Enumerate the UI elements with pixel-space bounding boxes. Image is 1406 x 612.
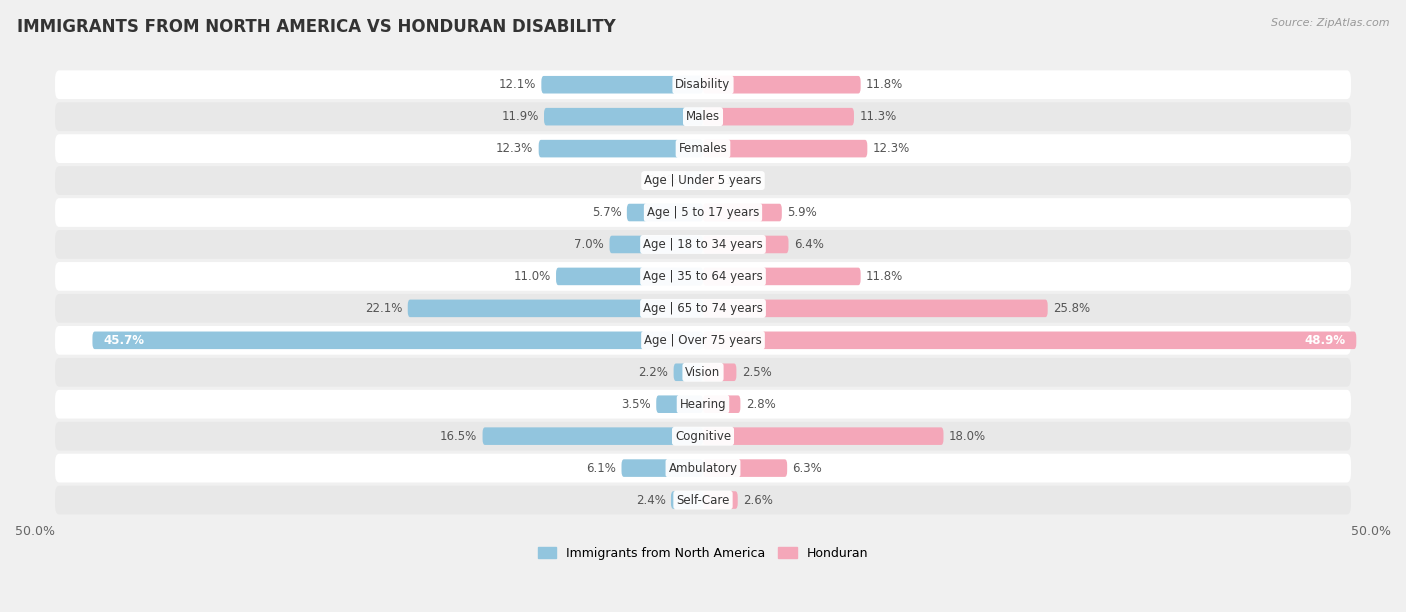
FancyBboxPatch shape: [55, 102, 1351, 131]
FancyBboxPatch shape: [703, 364, 737, 381]
Text: 12.3%: 12.3%: [496, 142, 533, 155]
FancyBboxPatch shape: [541, 76, 703, 94]
Text: Hearing: Hearing: [679, 398, 727, 411]
Text: Age | Over 75 years: Age | Over 75 years: [644, 334, 762, 347]
Text: Age | 35 to 64 years: Age | 35 to 64 years: [643, 270, 763, 283]
Text: 7.0%: 7.0%: [575, 238, 605, 251]
Text: 16.5%: 16.5%: [440, 430, 477, 442]
Text: 18.0%: 18.0%: [949, 430, 986, 442]
Text: 6.3%: 6.3%: [793, 461, 823, 474]
Text: 2.5%: 2.5%: [742, 366, 772, 379]
FancyBboxPatch shape: [703, 172, 718, 189]
Text: Vision: Vision: [685, 366, 721, 379]
FancyBboxPatch shape: [703, 395, 741, 413]
FancyBboxPatch shape: [55, 453, 1351, 482]
Text: 11.0%: 11.0%: [513, 270, 551, 283]
Text: 11.9%: 11.9%: [502, 110, 538, 123]
FancyBboxPatch shape: [555, 267, 703, 285]
Text: Females: Females: [679, 142, 727, 155]
FancyBboxPatch shape: [703, 76, 860, 94]
FancyBboxPatch shape: [627, 204, 703, 222]
FancyBboxPatch shape: [685, 172, 703, 189]
Text: 12.3%: 12.3%: [873, 142, 910, 155]
FancyBboxPatch shape: [55, 230, 1351, 259]
Text: 6.4%: 6.4%: [794, 238, 824, 251]
FancyBboxPatch shape: [93, 332, 703, 349]
Text: 22.1%: 22.1%: [366, 302, 402, 315]
Text: 2.2%: 2.2%: [638, 366, 668, 379]
FancyBboxPatch shape: [609, 236, 703, 253]
Text: 5.7%: 5.7%: [592, 206, 621, 219]
FancyBboxPatch shape: [55, 486, 1351, 515]
FancyBboxPatch shape: [55, 166, 1351, 195]
FancyBboxPatch shape: [55, 134, 1351, 163]
FancyBboxPatch shape: [703, 460, 787, 477]
FancyBboxPatch shape: [55, 70, 1351, 99]
FancyBboxPatch shape: [55, 390, 1351, 419]
FancyBboxPatch shape: [657, 395, 703, 413]
Text: 11.3%: 11.3%: [859, 110, 897, 123]
Text: IMMIGRANTS FROM NORTH AMERICA VS HONDURAN DISABILITY: IMMIGRANTS FROM NORTH AMERICA VS HONDURA…: [17, 18, 616, 36]
Text: 25.8%: 25.8%: [1053, 302, 1090, 315]
Text: 2.6%: 2.6%: [744, 493, 773, 507]
FancyBboxPatch shape: [544, 108, 703, 125]
FancyBboxPatch shape: [703, 491, 738, 509]
Text: 1.4%: 1.4%: [650, 174, 679, 187]
FancyBboxPatch shape: [703, 108, 853, 125]
Text: 5.9%: 5.9%: [787, 206, 817, 219]
FancyBboxPatch shape: [673, 364, 703, 381]
Text: Cognitive: Cognitive: [675, 430, 731, 442]
Text: Ambulatory: Ambulatory: [668, 461, 738, 474]
FancyBboxPatch shape: [703, 267, 860, 285]
Text: 2.4%: 2.4%: [636, 493, 665, 507]
FancyBboxPatch shape: [55, 262, 1351, 291]
Text: Source: ZipAtlas.com: Source: ZipAtlas.com: [1271, 18, 1389, 28]
FancyBboxPatch shape: [703, 332, 1357, 349]
Legend: Immigrants from North America, Honduran: Immigrants from North America, Honduran: [533, 542, 873, 565]
FancyBboxPatch shape: [703, 427, 943, 445]
Text: Age | 18 to 34 years: Age | 18 to 34 years: [643, 238, 763, 251]
Text: 6.1%: 6.1%: [586, 461, 616, 474]
FancyBboxPatch shape: [55, 326, 1351, 355]
Text: Age | 5 to 17 years: Age | 5 to 17 years: [647, 206, 759, 219]
Text: Males: Males: [686, 110, 720, 123]
FancyBboxPatch shape: [703, 140, 868, 157]
Text: Self-Care: Self-Care: [676, 493, 730, 507]
Text: 11.8%: 11.8%: [866, 78, 903, 91]
Text: Age | 65 to 74 years: Age | 65 to 74 years: [643, 302, 763, 315]
Text: 1.2%: 1.2%: [724, 174, 754, 187]
Text: 11.8%: 11.8%: [866, 270, 903, 283]
FancyBboxPatch shape: [55, 294, 1351, 323]
FancyBboxPatch shape: [55, 198, 1351, 227]
Text: 2.8%: 2.8%: [745, 398, 776, 411]
Text: 3.5%: 3.5%: [621, 398, 651, 411]
Text: Age | Under 5 years: Age | Under 5 years: [644, 174, 762, 187]
Text: 12.1%: 12.1%: [499, 78, 536, 91]
FancyBboxPatch shape: [55, 422, 1351, 450]
FancyBboxPatch shape: [621, 460, 703, 477]
Text: 48.9%: 48.9%: [1305, 334, 1346, 347]
Text: Disability: Disability: [675, 78, 731, 91]
Text: 45.7%: 45.7%: [103, 334, 145, 347]
FancyBboxPatch shape: [538, 140, 703, 157]
FancyBboxPatch shape: [671, 491, 703, 509]
FancyBboxPatch shape: [55, 358, 1351, 387]
FancyBboxPatch shape: [703, 236, 789, 253]
FancyBboxPatch shape: [703, 300, 1047, 317]
FancyBboxPatch shape: [482, 427, 703, 445]
FancyBboxPatch shape: [703, 204, 782, 222]
FancyBboxPatch shape: [408, 300, 703, 317]
